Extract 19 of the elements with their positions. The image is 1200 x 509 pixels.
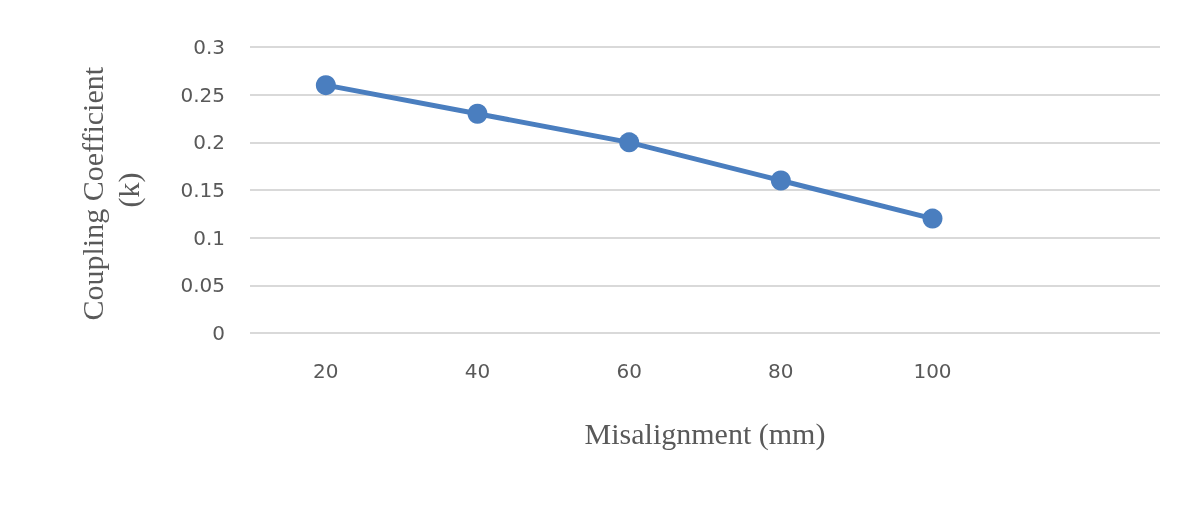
x-tick-label: 60 [616, 359, 642, 383]
point [467, 103, 488, 124]
y-tick-label: 0.3 [193, 35, 225, 59]
point [315, 75, 336, 96]
y-tick-label: 0.15 [180, 178, 225, 202]
y-tick-label: 0.25 [180, 82, 225, 107]
point [922, 208, 943, 229]
x-tick-label: 80 [768, 359, 794, 383]
point [770, 170, 791, 191]
y-tick-label: 0.05 [180, 273, 225, 298]
y-tick-label: 0.1 [193, 225, 225, 250]
x-tick-label: 100 [913, 359, 952, 383]
point [619, 132, 640, 153]
y-tick-label: 0.2 [193, 130, 225, 155]
y-axis-title: Coupling Coefficient (k) [75, 59, 146, 321]
x-axis-title: Misalignment (mm) [584, 416, 826, 451]
y-tick-label: 0 [212, 321, 225, 345]
x-tick-label: 40 [464, 359, 491, 383]
x-tick-label: 20 [313, 359, 339, 383]
